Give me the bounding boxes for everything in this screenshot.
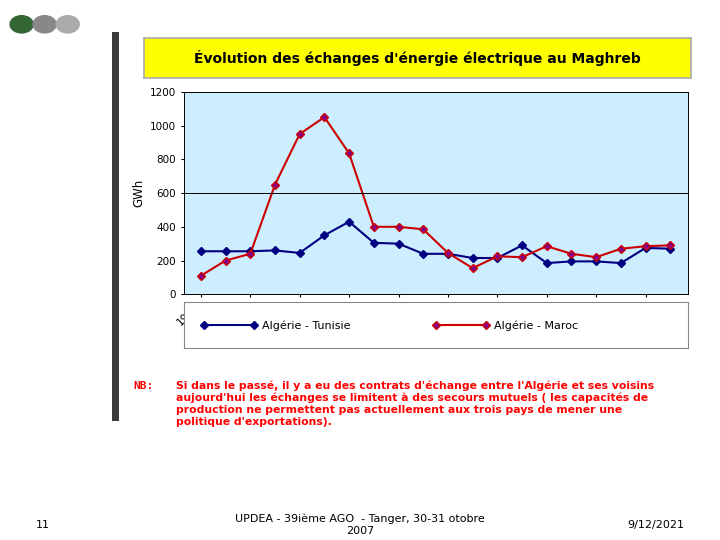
Algérie - Maroc	[444, 249, 452, 256]
Algérie - Maroc	[271, 181, 279, 188]
Algérie - Tunisie	[542, 260, 551, 266]
Algérie - Maroc	[246, 251, 255, 257]
Algérie - Tunisie	[493, 255, 502, 261]
Text: Évolution des échanges d'énergie électrique au Maghreb: Évolution des échanges d'énergie électri…	[194, 50, 641, 66]
Algérie - Tunisie	[666, 246, 675, 252]
Algérie - Maroc	[295, 131, 304, 137]
Line: Algérie - Maroc: Algérie - Maroc	[198, 114, 673, 279]
Algérie - Tunisie	[642, 245, 650, 251]
Text: Si dans le passé, il y a eu des contrats d'échange entre l'Algérie et ses voisin: Si dans le passé, il y a eu des contrats…	[176, 381, 654, 427]
Text: NB:: NB:	[133, 381, 153, 391]
Algérie - Maroc	[320, 114, 329, 120]
Text: UPDEA - 39ième AGO  - Tanger, 30-31 otobre
2007: UPDEA - 39ième AGO - Tanger, 30-31 otobr…	[235, 514, 485, 536]
Line: Algérie - Tunisie: Algérie - Tunisie	[198, 219, 673, 266]
Text: 11: 11	[36, 520, 50, 530]
Algérie - Tunisie	[444, 251, 452, 257]
Algérie - Tunisie	[468, 255, 477, 261]
Algérie - Maroc	[468, 265, 477, 272]
Algérie - Maroc	[666, 242, 675, 248]
Algérie - Maroc	[542, 243, 551, 249]
Algérie - Maroc	[642, 243, 650, 249]
Algérie - Maroc	[567, 251, 576, 257]
Algérie - Tunisie	[246, 248, 255, 254]
Algérie - Maroc	[345, 150, 354, 157]
Text: Algérie - Maroc: Algérie - Maroc	[494, 320, 577, 330]
Text: 9/12/2021: 9/12/2021	[627, 520, 684, 530]
Algérie - Maroc	[197, 273, 205, 279]
Algérie - Maroc	[369, 224, 378, 230]
Algérie - Tunisie	[419, 251, 428, 257]
Algérie - Maroc	[518, 254, 526, 260]
Algérie - Tunisie	[345, 219, 354, 225]
Algérie - Maroc	[221, 257, 230, 264]
Algérie - Maroc	[493, 253, 502, 260]
Algérie - Tunisie	[592, 258, 600, 265]
Text: Algérie - Tunisie: Algérie - Tunisie	[262, 320, 350, 330]
Algérie - Tunisie	[295, 249, 304, 256]
Algérie - Tunisie	[567, 258, 576, 265]
Algérie - Maroc	[395, 224, 403, 230]
Algérie - Tunisie	[271, 247, 279, 254]
Algérie - Maroc	[419, 226, 428, 233]
Algérie - Tunisie	[395, 240, 403, 247]
Y-axis label: GWh: GWh	[132, 179, 145, 207]
Algérie - Tunisie	[320, 232, 329, 239]
Algérie - Tunisie	[221, 248, 230, 254]
Algérie - Tunisie	[518, 242, 526, 248]
Algérie - Tunisie	[197, 248, 205, 254]
Algérie - Tunisie	[369, 240, 378, 246]
Algérie - Maroc	[592, 254, 600, 260]
Algérie - Tunisie	[616, 260, 625, 266]
Algérie - Maroc	[616, 246, 625, 252]
